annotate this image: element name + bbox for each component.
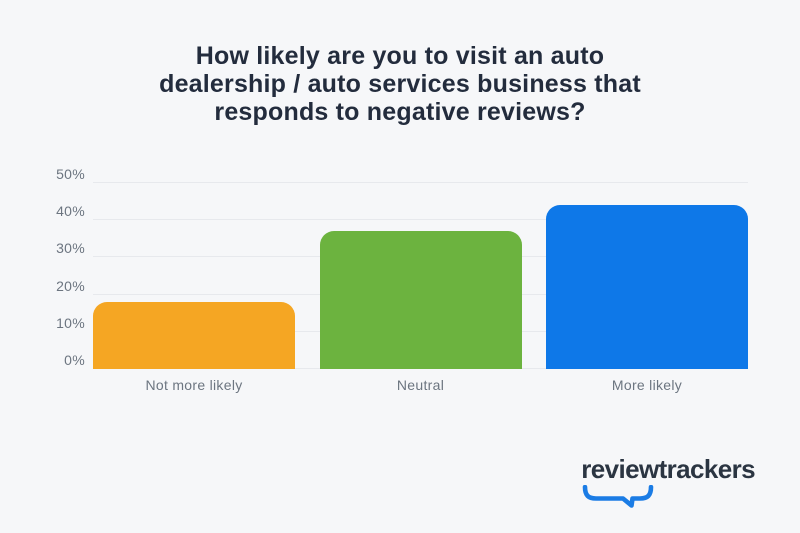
- bar-series: [93, 183, 748, 369]
- x-axis-category-labels: Not more likely Neutral More likely: [93, 377, 748, 395]
- bar-not-more-likely: [93, 302, 295, 369]
- y-tick-label-30%: 30%: [56, 240, 85, 257]
- reviewtrackers-logo: reviewtrackers: [581, 454, 756, 508]
- bar-more-likely: [546, 205, 748, 369]
- y-tick-label-50%: 50%: [56, 166, 85, 182]
- x-category-label-neutral: Neutral: [396, 377, 445, 393]
- x-category-label-more-likely: More likely: [611, 377, 683, 393]
- chart-title-line-3: responds to negative reviews?: [214, 98, 586, 126]
- gridline-50%: [93, 182, 748, 183]
- bar-neutral: [319, 231, 522, 369]
- y-tick-label-10%: 10%: [56, 314, 85, 331]
- y-tick-label-0%: 0%: [64, 352, 85, 368]
- chart-title-line-2: dealership / auto services business that: [159, 70, 641, 98]
- y-tick-label-40%: 40%: [56, 203, 85, 220]
- y-axis-tick-labels: 0% 10% 20% 30% 40% 50%: [40, 166, 85, 369]
- chart-title-line-1: How likely are you to visit an auto: [195, 42, 605, 70]
- gridline-40%: [93, 219, 748, 221]
- reviewtrackers-logo-text: reviewtrackers: [581, 454, 755, 484]
- chart-title: How likely are you to visit an auto deal…: [0, 42, 800, 126]
- speech-bubble-swoosh-icon: [582, 485, 654, 508]
- x-category-label-not-more-likely: Not more likely: [145, 377, 243, 393]
- y-tick-label-20%: 20%: [56, 277, 85, 294]
